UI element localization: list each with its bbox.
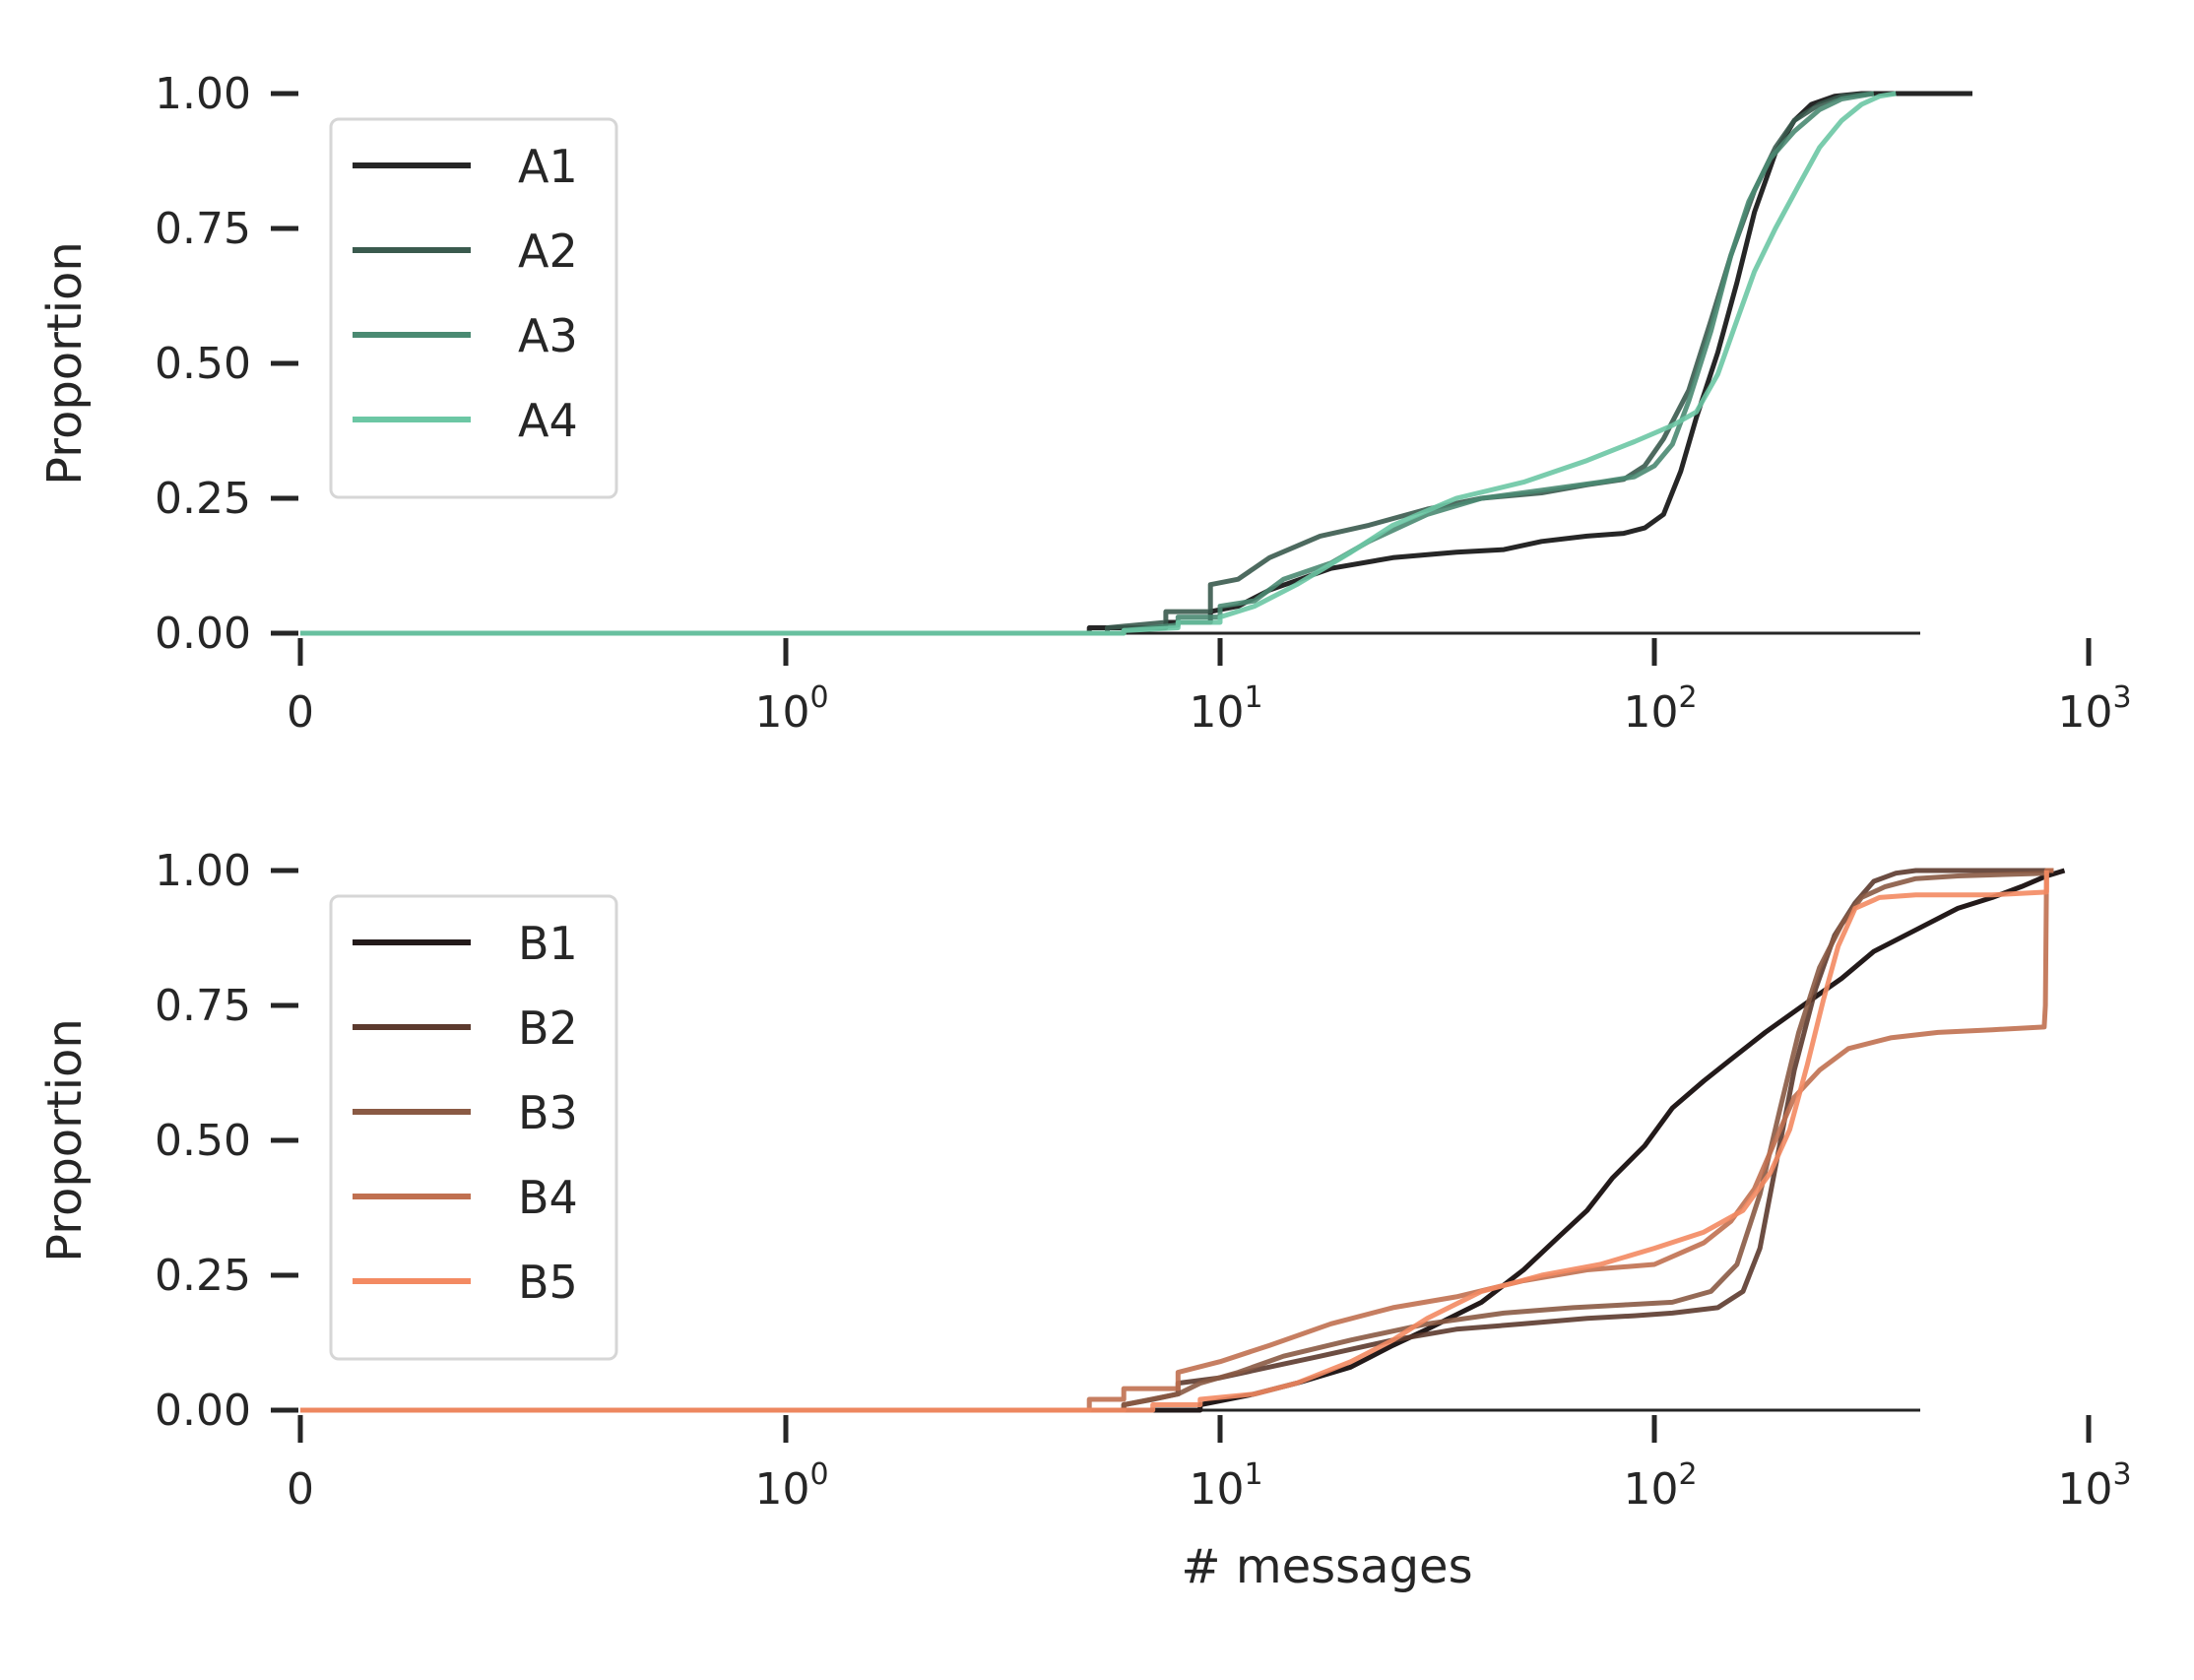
x-tick-label: 100 — [754, 680, 828, 738]
legend-label-b1: B1 — [518, 917, 578, 970]
y-tick-label: 0.25 — [155, 474, 251, 524]
x-tick-label: 102 — [1623, 1457, 1697, 1515]
series-line-a3 — [300, 91, 1875, 636]
legend-label-b3: B3 — [518, 1086, 578, 1139]
x-tick-label: 0 — [287, 1464, 314, 1515]
x-tick-label: 0 — [287, 687, 314, 738]
legend-label-a2: A2 — [518, 225, 578, 278]
y-tick-label: 0.00 — [155, 609, 251, 659]
y-tick-label: 1.00 — [155, 69, 251, 119]
y-axis-label: Proportion — [37, 1018, 93, 1262]
x-tick-label: 101 — [1189, 1457, 1262, 1515]
legend-label-b5: B5 — [518, 1256, 578, 1309]
y-tick-label: 0.50 — [155, 339, 251, 389]
y-axis-label: Proportion — [37, 241, 93, 485]
series-line-b4 — [300, 868, 2054, 1413]
panel-b: 0.00 0.25 0.50 0.75 1.00 0 100 101 102 103 Proport… — [37, 846, 2132, 1594]
series-line-b3 — [300, 868, 2054, 1413]
legend: A1 A2 A3 A4 — [329, 117, 618, 499]
x-tick-label: 103 — [2057, 1457, 2131, 1515]
y-tick-label: 1.00 — [155, 846, 251, 896]
x-tick-label: 101 — [1189, 680, 1262, 738]
x-axis-label: # messages — [1181, 1539, 1472, 1594]
legend-box — [329, 117, 618, 499]
legend-label-b2: B2 — [518, 1002, 578, 1055]
legend-label-a1: A1 — [518, 140, 578, 193]
y-tick-label: 0.25 — [155, 1251, 251, 1301]
y-tick-label: 0.75 — [155, 204, 251, 254]
panel-a: 0.00 0.25 0.50 0.75 1.00 0 100 101 102 103 Proport… — [37, 69, 2132, 738]
y-tick-label: 0.50 — [155, 1116, 251, 1166]
series-line-a4 — [300, 91, 1897, 636]
series-line-b5 — [300, 871, 2049, 1413]
y-tick-label: 0.00 — [155, 1386, 251, 1436]
legend-label-a3: A3 — [518, 309, 578, 362]
x-tick-label: 100 — [754, 1457, 828, 1515]
y-tick-label: 0.75 — [155, 981, 251, 1031]
legend-label-a4: A4 — [518, 394, 578, 447]
legend-box — [329, 894, 618, 1361]
legend: B1 B2 B3 B4 B5 — [329, 894, 618, 1361]
legend-label-b4: B4 — [518, 1171, 578, 1224]
x-tick-label: 102 — [1623, 680, 1697, 738]
x-tick-label: 103 — [2057, 680, 2131, 738]
